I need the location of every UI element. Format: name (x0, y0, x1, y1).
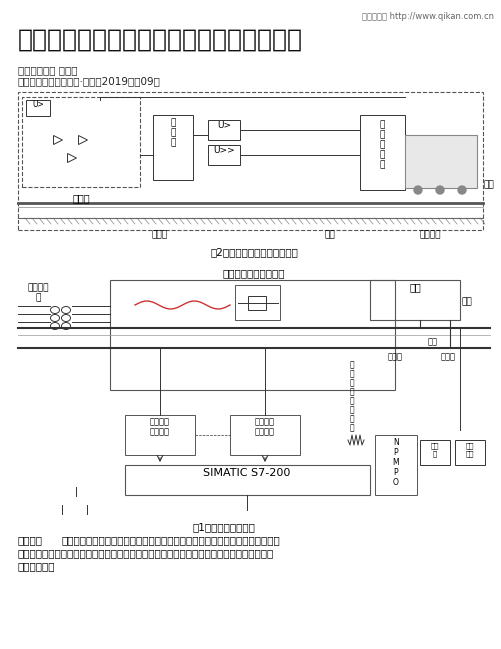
Text: 器: 器 (170, 138, 175, 147)
Circle shape (435, 186, 443, 194)
Text: 大地: 大地 (324, 230, 335, 239)
Circle shape (457, 186, 465, 194)
Text: U>: U> (216, 121, 230, 130)
Bar (247, 296, 266, 310)
Bar (419, 440, 449, 465)
Text: 流: 流 (379, 130, 384, 139)
Text: 分析了地铁电流、电压型框架保护原理及动作原因，阐述电流、电压型框架保护: 分析了地铁电流、电压型框架保护原理及动作原因，阐述电流、电压型框架保护 (62, 535, 280, 545)
Text: 整流变压: 整流变压 (27, 283, 49, 292)
Text: 对: 对 (349, 378, 354, 387)
Text: 漏: 漏 (349, 405, 354, 414)
Text: 地铁框架保护与钢轨电位限制装置原理浅析: 地铁框架保护与钢轨电位限制装置原理浅析 (18, 28, 303, 52)
Text: 制: 制 (170, 128, 175, 137)
Text: 框架电流: 框架电流 (150, 417, 170, 426)
Text: 钢轨: 钢轨 (483, 180, 494, 189)
Text: 断路: 断路 (430, 442, 438, 448)
Bar (369, 280, 459, 320)
Text: 图1：框架保护原理图: 图1：框架保护原理图 (192, 522, 255, 532)
Bar (26, 100, 50, 116)
Text: 【摘要】: 【摘要】 (18, 535, 43, 545)
Text: 开关: 开关 (465, 450, 473, 457)
Text: 接触轨: 接触轨 (439, 352, 454, 361)
Text: 泄: 泄 (349, 396, 354, 405)
Text: N: N (392, 438, 398, 447)
Text: 钢轨: 钢轨 (461, 297, 472, 306)
Bar (207, 120, 239, 140)
Bar (125, 465, 369, 495)
Text: 作者：汤小霞 付胜华: 作者：汤小霞 付胜华 (18, 65, 77, 75)
Text: 图2：钢轨电位限制装置原理图: 图2：钢轨电位限制装置原理图 (209, 247, 298, 257)
Text: 检测元件: 检测元件 (255, 427, 275, 436)
Bar (125, 415, 194, 455)
Bar (110, 280, 394, 390)
Text: 框架电压: 框架电压 (255, 417, 275, 426)
Text: P: P (393, 448, 397, 457)
Text: 直: 直 (379, 120, 384, 129)
Text: 阻: 阻 (349, 423, 354, 432)
Text: 与钢轨电位限制装置的作用及配合关系，结合地铁框架保护及钢轨电位限制装置常见故障，优: 与钢轨电位限制装置的作用及配合关系，结合地铁框架保护及钢轨电位限制装置常见故障，… (18, 548, 274, 558)
Text: 接: 接 (379, 140, 384, 149)
Text: U>>: U>> (213, 146, 234, 155)
Bar (359, 115, 404, 190)
Bar (234, 285, 280, 320)
Text: 器: 器 (379, 160, 384, 169)
Text: 电: 电 (349, 414, 354, 423)
Text: 触: 触 (379, 150, 384, 159)
Text: P: P (393, 468, 397, 477)
Text: 器: 器 (432, 450, 436, 457)
Text: 接地网: 接地网 (152, 230, 168, 239)
Text: 钢: 钢 (349, 360, 354, 369)
Text: 接地: 接地 (465, 442, 473, 448)
Text: 来源：《中国房地产业·下旬》2019年第09期: 来源：《中国房地产业·下旬》2019年第09期 (18, 76, 160, 86)
Text: 晶闸管: 晶闸管 (72, 193, 90, 203)
Text: O: O (392, 478, 398, 487)
Text: 检测元件: 检测元件 (150, 427, 170, 436)
Text: 控: 控 (170, 118, 175, 127)
Text: 整流器及直流开关柜体: 整流器及直流开关柜体 (222, 268, 285, 278)
Text: 集电靴: 集电靴 (387, 352, 402, 361)
Text: 龙源期刊网 http://www.qikan.com.cn: 龙源期刊网 http://www.qikan.com.cn (361, 12, 493, 21)
Text: 列车: 列车 (408, 282, 420, 292)
Bar (207, 145, 239, 165)
Bar (18, 92, 482, 230)
Bar (374, 435, 416, 495)
Text: 支架: 支架 (427, 337, 437, 346)
Text: 器: 器 (35, 293, 41, 302)
Text: 轨: 轨 (349, 369, 354, 378)
Text: 化配置方案。: 化配置方案。 (18, 561, 56, 571)
Circle shape (413, 186, 421, 194)
Bar (454, 440, 484, 465)
Bar (229, 415, 300, 455)
Bar (404, 135, 476, 188)
Text: M: M (392, 458, 398, 467)
Text: 地: 地 (349, 387, 354, 396)
Text: U>: U> (32, 100, 44, 109)
Text: 绝缘轨枕: 绝缘轨枕 (418, 230, 440, 239)
Bar (22, 97, 140, 187)
Text: SIMATIC S7-200: SIMATIC S7-200 (203, 468, 290, 478)
Bar (153, 115, 192, 180)
